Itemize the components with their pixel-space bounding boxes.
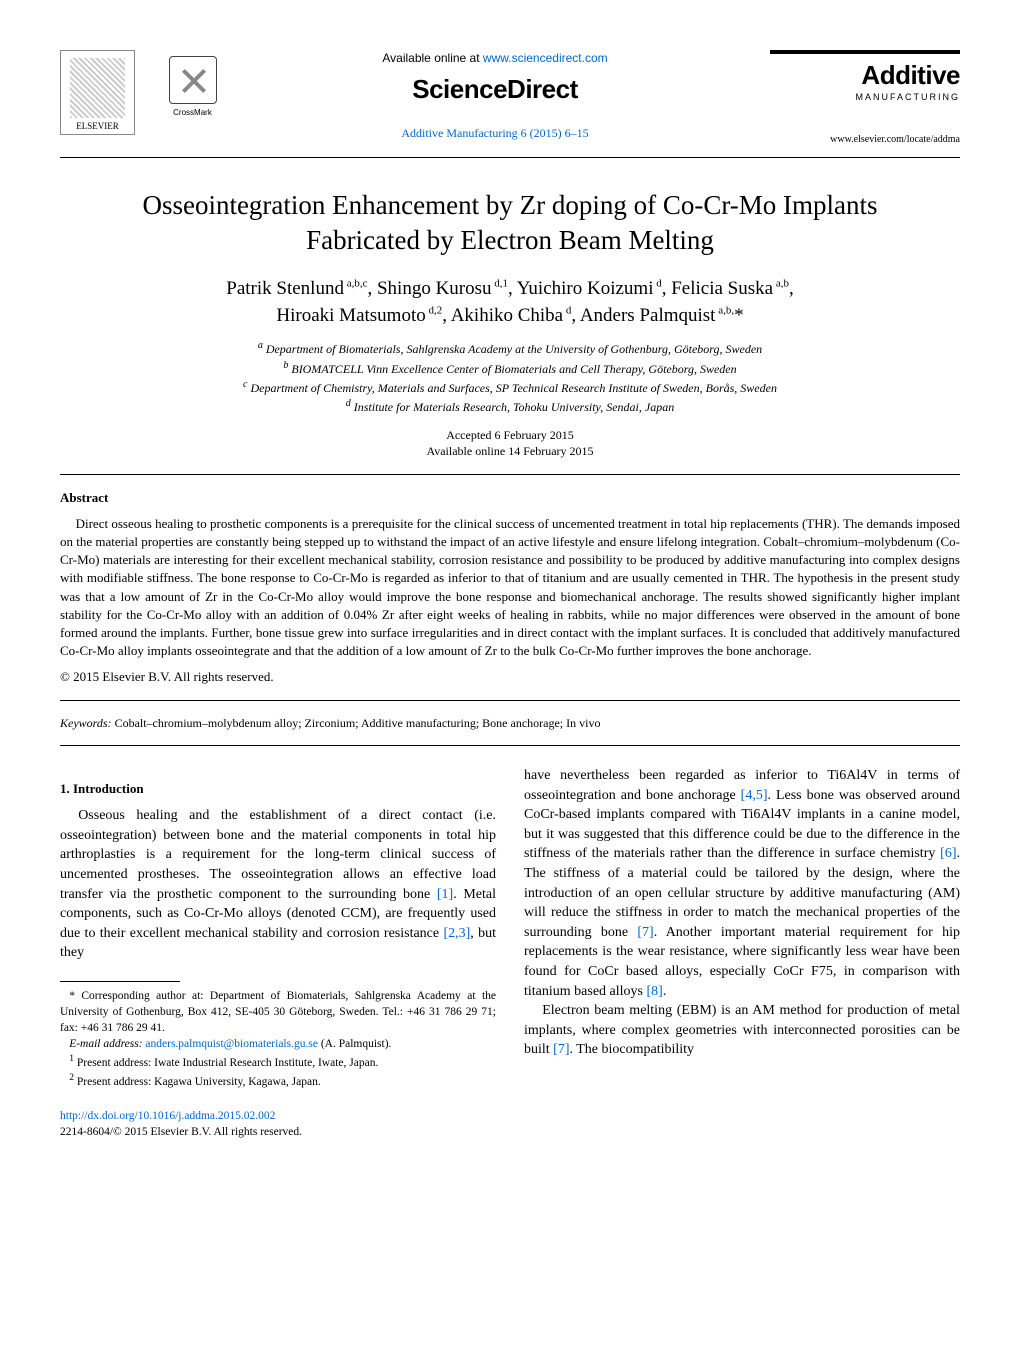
abstract-copyright: © 2015 Elsevier B.V. All rights reserved… [60, 668, 960, 686]
header-center: Available online at www.sciencedirect.co… [220, 50, 770, 141]
journal-reference[interactable]: Additive Manufacturing 6 (2015) 6–15 [230, 125, 760, 141]
elsevier-logo: ELSEVIER [60, 50, 135, 135]
cite-2-3[interactable]: [2,3] [443, 926, 470, 941]
doi-block: http://dx.doi.org/10.1016/j.addma.2015.0… [60, 1108, 496, 1140]
footnote-2: 2 Present address: Kagawa University, Ka… [60, 1071, 496, 1090]
elsevier-label: ELSEVIER [76, 120, 119, 132]
corresponding-author: * Corresponding author at: Department of… [60, 988, 496, 1036]
intro-para-2: Electron beam melting (EBM) is an AM met… [524, 1001, 960, 1060]
header-left: ELSEVIER CrossMark [60, 50, 220, 135]
journal-homepage-url[interactable]: www.elsevier.com/locate/addma [770, 133, 960, 147]
crossmark-label: CrossMark [173, 108, 212, 119]
page-header: ELSEVIER CrossMark Available online at w… [60, 50, 960, 147]
issn-copyright: 2214-8604/© 2015 Elsevier B.V. All right… [60, 1124, 496, 1140]
author-email[interactable]: anders.palmquist@biomaterials.gu.se [145, 1038, 318, 1050]
keywords-text: Cobalt–chromium–molybdenum alloy; Zircon… [115, 716, 601, 730]
intro-para-1-left: Osseous healing and the establishment of… [60, 806, 496, 963]
keywords-line: Keywords: Cobalt–chromium–molybdenum all… [60, 715, 960, 731]
crossmark-icon [169, 56, 217, 104]
sciencedirect-url[interactable]: www.sciencedirect.com [483, 51, 608, 65]
available-online: Available online at www.sciencedirect.co… [230, 50, 760, 66]
online-date: Available online 14 February 2015 [60, 443, 960, 460]
cite-1[interactable]: [1] [437, 887, 453, 902]
journal-logo-sub: MANUFACTURING [770, 91, 960, 103]
footnotes: * Corresponding author at: Department of… [60, 988, 496, 1090]
cite-4-5[interactable]: [4,5] [741, 788, 768, 803]
journal-logo-main: Additive [770, 50, 960, 93]
crossmark-badge[interactable]: CrossMark [165, 50, 220, 125]
divider [60, 700, 960, 701]
affiliation-d: d Institute for Materials Research, Toho… [60, 397, 960, 416]
abstract-text: Direct osseous healing to prosthetic com… [60, 515, 960, 661]
keywords-label: Keywords: [60, 716, 112, 730]
intro-para-1-right: have nevertheless been regarded as infer… [524, 766, 960, 1001]
cite-6[interactable]: [6] [940, 846, 956, 861]
divider [60, 474, 960, 475]
article-title: Osseointegration Enhancement by Zr dopin… [100, 188, 920, 258]
available-prefix: Available online at [382, 51, 483, 65]
cite-7b[interactable]: [7] [553, 1042, 569, 1057]
footnote-divider [60, 981, 180, 982]
elsevier-tree-icon [70, 58, 125, 118]
abstract-body: Direct osseous healing to prosthetic com… [60, 515, 960, 661]
divider [60, 745, 960, 746]
header-right: Additive MANUFACTURING www.elsevier.com/… [770, 50, 960, 147]
affiliations: a Department of Biomaterials, Sahlgrensk… [60, 339, 960, 417]
email-label: E-mail address: [69, 1038, 145, 1050]
author-list: Patrik Stenlund a,b,c, Shingo Kurosu d,1… [60, 276, 960, 329]
body-columns: 1. Introduction Osseous healing and the … [60, 766, 960, 1140]
right-column: have nevertheless been regarded as infer… [524, 766, 960, 1140]
doi-url[interactable]: http://dx.doi.org/10.1016/j.addma.2015.0… [60, 1108, 496, 1124]
accepted-date: Accepted 6 February 2015 [60, 427, 960, 444]
affiliation-c: c Department of Chemistry, Materials and… [60, 378, 960, 397]
cite-7[interactable]: [7] [637, 925, 653, 940]
divider [60, 157, 960, 158]
left-column: 1. Introduction Osseous healing and the … [60, 766, 496, 1140]
article-dates: Accepted 6 February 2015 Available onlin… [60, 427, 960, 461]
intro-heading: 1. Introduction [60, 780, 496, 798]
email-line: E-mail address: anders.palmquist@biomate… [60, 1036, 496, 1052]
footnote-1: 1 Present address: Iwate Industrial Rese… [60, 1052, 496, 1071]
affiliation-b: b BIOMATCELL Vinn Excellence Center of B… [60, 359, 960, 378]
cite-8[interactable]: [8] [646, 984, 662, 999]
sciencedirect-logo: ScienceDirect [230, 72, 760, 107]
affiliation-a: a Department of Biomaterials, Sahlgrensk… [60, 339, 960, 358]
abstract-heading: Abstract [60, 489, 960, 507]
